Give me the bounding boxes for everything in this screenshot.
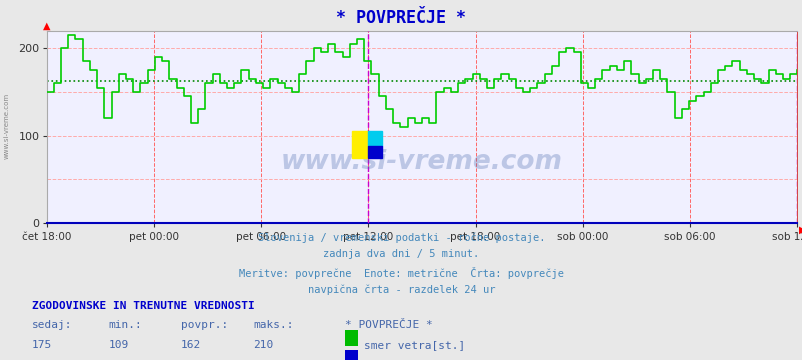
Text: sedaj:: sedaj:: [32, 320, 72, 330]
Text: 210: 210: [253, 340, 273, 350]
Text: 175: 175: [32, 340, 52, 350]
Text: ZGODOVINSKE IN TRENUTNE VREDNOSTI: ZGODOVINSKE IN TRENUTNE VREDNOSTI: [32, 301, 254, 311]
Text: navpična črta - razdelek 24 ur: navpična črta - razdelek 24 ur: [307, 284, 495, 294]
Text: maks.:: maks.:: [253, 320, 293, 330]
Text: ▲: ▲: [43, 21, 51, 31]
Text: povpr.:: povpr.:: [180, 320, 228, 330]
Text: min.:: min.:: [108, 320, 142, 330]
Text: www.si-vreme.com: www.si-vreme.com: [3, 93, 10, 159]
Text: www.si-vreme.com: www.si-vreme.com: [281, 149, 562, 175]
Text: * POVPREČJE *: * POVPREČJE *: [336, 9, 466, 27]
Bar: [368, 146, 382, 158]
Text: Meritve: povprečne  Enote: metrične  Črta: povprečje: Meritve: povprečne Enote: metrične Črta:…: [239, 267, 563, 279]
Text: Slovenija / vremenski podatki - ročne postaje.: Slovenija / vremenski podatki - ročne po…: [257, 232, 545, 243]
Text: smer vetra[st.]: smer vetra[st.]: [363, 340, 464, 350]
Text: 109: 109: [108, 340, 128, 350]
Text: ▶: ▶: [798, 225, 802, 235]
Bar: [368, 131, 382, 146]
Bar: [351, 131, 368, 158]
Text: * POVPREČJE *: * POVPREČJE *: [345, 320, 432, 330]
Text: 162: 162: [180, 340, 200, 350]
Text: zadnja dva dni / 5 minut.: zadnja dva dni / 5 minut.: [323, 249, 479, 260]
